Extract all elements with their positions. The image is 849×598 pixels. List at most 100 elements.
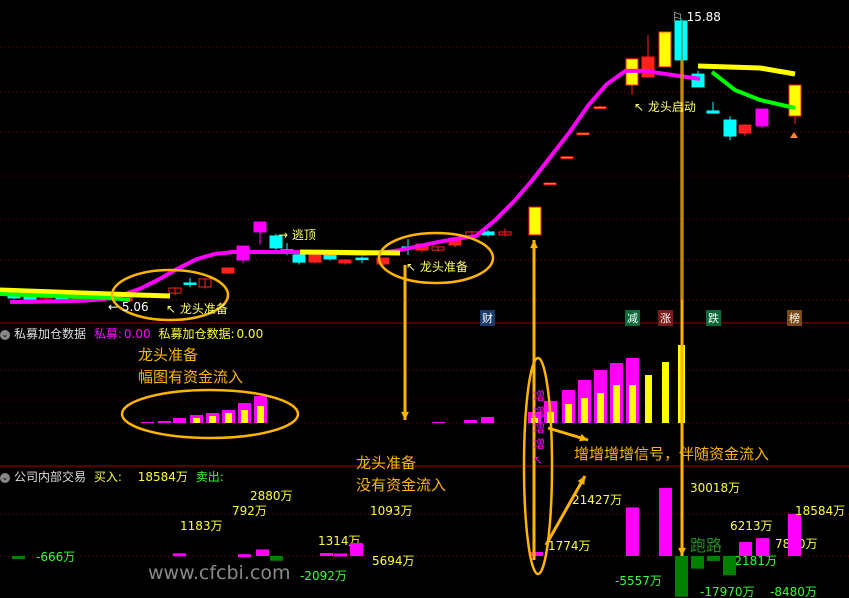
insider-trade-label: -2181万: [730, 554, 777, 568]
candle-body: [198, 278, 212, 288]
collapse-icon[interactable]: ⌄: [0, 329, 10, 340]
insider-trade-label: 1774万: [548, 539, 591, 553]
panel2-header: ⌄ 私募加仓数据 私募: 0.00 私募加仓数据: 0.00: [0, 325, 267, 342]
insider-trade-label: 21427万: [572, 493, 622, 507]
arrowhead-icon: [678, 547, 686, 556]
candle-body: [338, 259, 352, 264]
insider-trade-bar: [12, 556, 25, 559]
highlight-ellipse: [522, 356, 554, 576]
annotation-2: 龙头准备 没有资金流入: [356, 452, 446, 496]
signal-leader-start: ↖ 龙头启动: [634, 100, 696, 114]
insider-trade-bar: [756, 538, 769, 556]
k1-label: 私募:: [93, 327, 122, 341]
candle-body: [528, 206, 542, 236]
arrowhead-icon: [577, 476, 585, 485]
arrowhead-icon: [579, 433, 588, 442]
candle-body: [788, 84, 802, 117]
insider-trade-bar: [707, 556, 720, 561]
signal-leader-prepare-2: ↖ 龙头准备: [406, 260, 468, 274]
insider-trade-bar: [530, 551, 543, 556]
candle-body: [723, 119, 737, 137]
candle-body: [498, 231, 512, 236]
candle-body: [481, 231, 495, 236]
annotation-arrow: [544, 475, 587, 546]
yellow-band: [0, 287, 171, 299]
private-fund-add-bar: [613, 385, 620, 423]
candle-body: [292, 254, 306, 263]
event-tag-finance[interactable]: 财: [480, 310, 495, 326]
highlight-ellipse: [377, 231, 495, 285]
annotation-3: 增增增增信号，伴随资金流入: [574, 445, 770, 463]
signal-char: 增: [533, 405, 546, 419]
signal-char: 增: [533, 389, 546, 403]
annotation-1: 龙头准备 幅图有资金流入: [138, 344, 243, 388]
candle-body: [183, 282, 197, 285]
candle-body: [308, 254, 322, 263]
insider-trade-label: 2880万: [250, 489, 293, 503]
green-band: [0, 292, 131, 302]
k2-value: 0.00: [236, 327, 264, 341]
insider-trade-bar: [723, 556, 736, 576]
annotation-text: 龙头准备: [356, 454, 417, 472]
candle-body: [706, 110, 720, 114]
insider-trade-label: -2092万: [300, 569, 347, 583]
private-fund-add-bar: [662, 362, 669, 423]
yellow-band: [697, 63, 796, 77]
insider-trade-bar: [788, 513, 801, 556]
increase-signal: 增 增 增 增 ↖: [533, 388, 547, 468]
insider-trade-label: -17970万: [700, 585, 755, 598]
insider-trade-bar: [334, 553, 347, 557]
candle-body: [738, 124, 752, 134]
k2-label: 私募加仓数据:: [158, 327, 235, 341]
insider-trade-label: 1093万: [370, 504, 413, 518]
private-fund-bar: [432, 422, 445, 423]
candle-body: [674, 20, 688, 61]
private-fund-add-bar: [209, 416, 216, 423]
candle-body: [593, 106, 607, 109]
sell-label: 卖出:: [195, 470, 224, 484]
insider-trade-bar: [238, 554, 251, 558]
arrow-icon: ↖: [533, 453, 544, 467]
buy-value: 18584万: [137, 470, 188, 484]
candle-body: [543, 182, 557, 186]
private-fund-add-bar: [629, 385, 636, 423]
insider-trade-label: 792万: [232, 504, 267, 518]
insider-trade-bar: [270, 556, 283, 561]
candle-body: [323, 254, 337, 260]
private-fund-add-bar: [581, 398, 588, 423]
annotation-run: 跑路: [690, 536, 723, 555]
arrowhead-icon: [530, 240, 538, 249]
event-tag-fall[interactable]: 跌: [706, 310, 721, 326]
insider-trade-label: 18584万: [795, 504, 845, 518]
annotation-text: 幅图有资金流入: [138, 368, 244, 386]
grid-lines: [0, 46, 849, 557]
insider-trade-bar: [691, 556, 704, 569]
candle-body: [576, 132, 590, 136]
insider-trade-label: 5694万: [372, 554, 415, 568]
insider-trade-label: -5557万: [615, 574, 662, 588]
private-fund-add-bar: [645, 375, 652, 423]
panel3-title: 公司内部交易: [14, 470, 87, 484]
collapse-icon[interactable]: ⌄: [0, 472, 10, 483]
candle-body: [376, 257, 390, 265]
annotation-shapes: [110, 20, 798, 576]
yellow-band: [299, 249, 401, 256]
event-tag-reduce[interactable]: 减: [625, 310, 640, 326]
private-fund-add-bar: [597, 393, 604, 423]
insider-trade-bar: [626, 507, 639, 556]
panel3-header: ⌄ 公司内部交易 买入: 18584万 卖出:: [0, 468, 228, 485]
private-fund-add-bar: [565, 404, 572, 423]
panel2-title: 私募加仓数据: [14, 327, 87, 341]
low-price-label: ← 5.06: [108, 300, 149, 314]
candle-body: [221, 267, 235, 274]
insider-trade-label: 1314万: [318, 534, 361, 548]
private-fund-add-bar: [225, 413, 232, 423]
event-tag-list[interactable]: 榜: [787, 310, 802, 326]
signal-leader-prepare-1: ↖ 龙头准备: [166, 302, 228, 316]
high-price-label: ⚐ 15.88: [672, 10, 721, 24]
insider-trade-label: -8480万: [770, 585, 817, 598]
insider-trade-bar: [256, 549, 269, 556]
event-tag-rise[interactable]: 涨: [658, 310, 673, 326]
candle-body: [431, 246, 445, 251]
